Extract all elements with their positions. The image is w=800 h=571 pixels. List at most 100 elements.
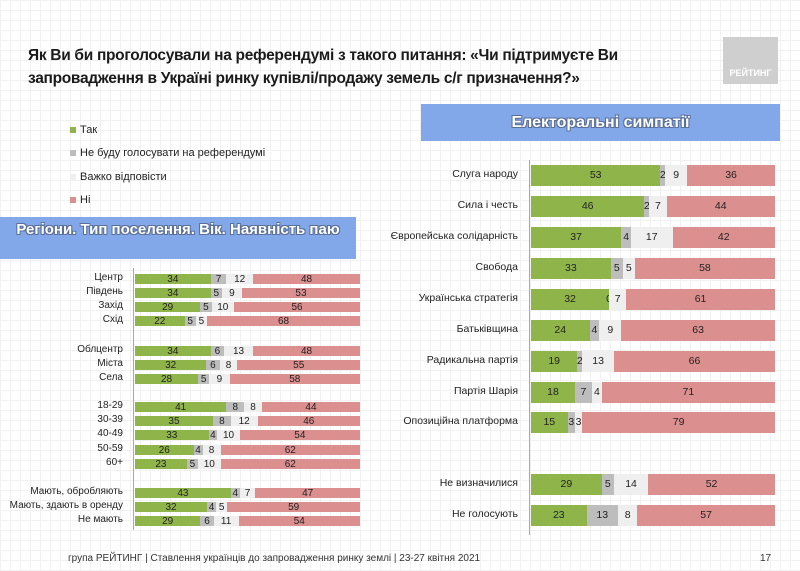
seg-no: 53 xyxy=(241,288,360,299)
seg-hard-to-say: 13 xyxy=(224,346,254,357)
seg-no: 54 xyxy=(238,516,360,527)
category-label: Не мають xyxy=(77,514,123,525)
legend-label: Ні xyxy=(80,194,91,207)
seg-wont-vote: 4 xyxy=(207,501,216,513)
seg-no: 71 xyxy=(601,381,775,403)
seg-wont-vote: 3 xyxy=(567,411,575,433)
seg-wont-vote: 4 xyxy=(621,226,632,248)
seg-yes: 24 xyxy=(531,319,590,341)
seg-yes: 41 xyxy=(135,402,227,413)
seg-yes: 34 xyxy=(135,274,211,285)
seg-hard-to-say: 7 xyxy=(649,195,667,217)
axis-line xyxy=(529,160,530,535)
seg-yes: 34 xyxy=(135,346,211,357)
seg-yes: 46 xyxy=(531,195,645,217)
seg-yes: 53 xyxy=(531,164,661,186)
seg-hard-to-say: 5 xyxy=(195,316,207,327)
seg-hard-to-say: 12 xyxy=(230,416,258,427)
seg-hard-to-say: 9 xyxy=(665,164,688,186)
seg-wont-vote: 5 xyxy=(184,316,196,327)
seg-hard-to-say: 4 xyxy=(592,381,602,403)
seg-hard-to-say: 14 xyxy=(613,473,649,495)
legend-item-no: Ні xyxy=(70,189,265,213)
seg-wont-vote: 4 xyxy=(208,429,218,441)
seg-hard-to-say: 7 xyxy=(609,288,627,310)
legend: Так Не буду голосувати на референдумі Ва… xyxy=(70,118,265,212)
seg-no: 62 xyxy=(220,459,360,470)
seg-no: 42 xyxy=(672,226,775,248)
seg-wont-vote: 5 xyxy=(210,288,222,299)
logo-text: РЕЙТИНГ xyxy=(729,68,772,78)
seg-yes: 33 xyxy=(135,430,209,441)
legend-swatch xyxy=(70,173,76,180)
seg-no: 63 xyxy=(621,319,775,341)
category-label: Сила і честь xyxy=(457,199,518,211)
seg-hard-to-say: 12 xyxy=(226,274,254,285)
legend-swatch xyxy=(70,197,76,204)
category-label: Європейська солідарність xyxy=(390,230,518,242)
category-label: Села xyxy=(99,372,123,383)
seg-hard-to-say: 17 xyxy=(631,226,673,248)
seg-no: 58 xyxy=(229,374,360,385)
slide-title: Як Ви би проголосували на референдумі з … xyxy=(28,47,618,87)
seg-wont-vote: 2 xyxy=(644,195,650,217)
seg-no: 54 xyxy=(239,430,360,441)
seg-hard-to-say: 8 xyxy=(617,504,638,526)
seg-no: 62 xyxy=(220,445,360,456)
seg-wont-vote: 13 xyxy=(586,504,618,526)
page-number: 17 xyxy=(760,553,772,564)
seg-wont-vote: 6 xyxy=(206,360,220,371)
legend-label: Так xyxy=(80,123,98,136)
category-label: Мають, здають в оренду xyxy=(9,500,123,511)
seg-wont-vote: 5 xyxy=(198,374,210,385)
category-label: Партія Шарія xyxy=(453,385,518,397)
seg-wont-vote: 4 xyxy=(193,444,203,456)
category-label: Радикальна партія xyxy=(426,354,518,366)
seg-no: 68 xyxy=(207,316,360,327)
seg-yes: 23 xyxy=(135,459,187,470)
seg-no: 56 xyxy=(234,302,360,313)
legend-label: Важко відповісти xyxy=(80,170,167,183)
seg-wont-vote: 5 xyxy=(601,473,614,495)
category-label: Батьківщина xyxy=(456,323,518,335)
category-label: Схід xyxy=(102,314,123,325)
right-chart-title: Електоральні симпатії xyxy=(421,104,780,141)
legend-item-wont-vote: Не буду голосувати на референдумі xyxy=(70,142,265,166)
seg-wont-vote: 5 xyxy=(186,459,198,470)
seg-yes: 37 xyxy=(531,226,622,248)
seg-hard-to-say: 9 xyxy=(209,374,230,385)
seg-no: 79 xyxy=(582,411,775,433)
category-label: Свобода xyxy=(475,261,518,273)
seg-yes: 34 xyxy=(135,288,211,299)
seg-wont-vote: 4 xyxy=(230,487,240,499)
seg-yes: 18 xyxy=(531,381,575,403)
seg-hard-to-say: 10 xyxy=(217,430,240,441)
seg-yes: 29 xyxy=(531,473,602,495)
legend-label: Не буду голосувати на референдумі xyxy=(80,147,266,160)
seg-no: 52 xyxy=(648,473,775,495)
seg-yes: 15 xyxy=(531,411,568,433)
seg-hard-to-say: 3 xyxy=(574,411,583,433)
seg-wont-vote: 6 xyxy=(200,516,214,527)
seg-yes: 29 xyxy=(135,302,201,313)
seg-yes: 32 xyxy=(135,502,207,513)
seg-hard-to-say: 10 xyxy=(211,302,234,313)
seg-hard-to-say: 9 xyxy=(599,319,622,341)
category-label: Центр xyxy=(94,272,123,283)
legend-item-yes: Так xyxy=(70,118,265,142)
seg-wont-vote: 2 xyxy=(577,350,583,372)
category-label: Українська стратегія xyxy=(418,292,518,304)
seg-wont-vote: 7 xyxy=(210,274,227,285)
axis-line xyxy=(133,268,134,530)
category-label: Не визначилися xyxy=(439,477,518,489)
rating-logo: РЕЙТИНГ xyxy=(723,37,778,84)
seg-yes: 33 xyxy=(531,257,611,279)
seg-yes: 19 xyxy=(531,350,578,372)
seg-no: 48 xyxy=(253,274,360,285)
category-label: Мають, обробляють xyxy=(30,486,123,497)
seg-wont-vote: 6 xyxy=(210,346,225,357)
footer-text: група РЕЙТИНГ | Ставлення українців до з… xyxy=(68,553,481,564)
seg-no: 58 xyxy=(634,257,775,279)
category-label: 18-29 xyxy=(97,400,123,411)
